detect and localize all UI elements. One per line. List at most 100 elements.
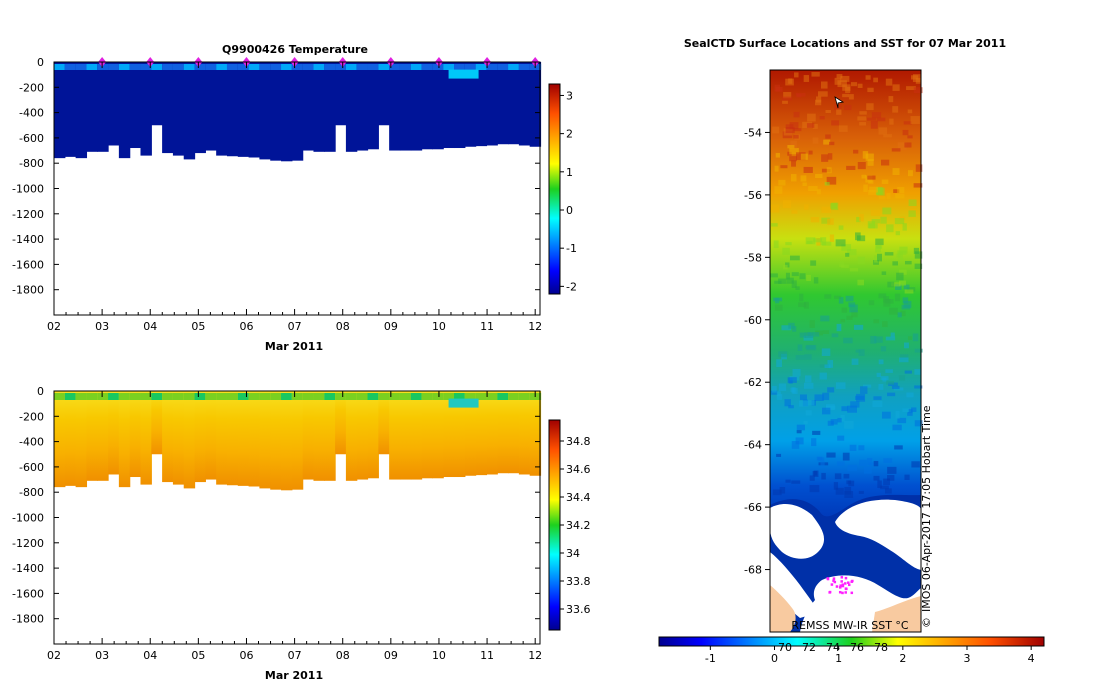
sst-pixel [907, 336, 913, 340]
sst-pixel [822, 392, 830, 401]
sst-pixel [865, 153, 874, 161]
sst-pixel [891, 282, 901, 287]
latitude-tick-label: -66 [744, 501, 762, 514]
salinity-surface-cell [194, 393, 206, 400]
salinity-surface-cell [151, 393, 163, 400]
sst-pixel [903, 284, 910, 290]
salinity-profile-cell [335, 391, 347, 455]
sst-pixel [853, 149, 859, 154]
sst-pixel [825, 134, 831, 139]
temperature-surface-cell [486, 64, 498, 70]
temperature-profile-cell [324, 62, 336, 152]
salinity-surface-cell [410, 393, 423, 400]
sst-pixel [906, 86, 916, 91]
x-tick-label: 11 [480, 320, 494, 333]
temperature-profile-cell [399, 62, 412, 151]
sst-pixel [891, 385, 900, 390]
sst-pixel [841, 406, 849, 412]
sealctd-location-dot [844, 591, 847, 594]
temperature-profile-cell [443, 62, 455, 149]
temperature-surface-cell [86, 64, 98, 70]
salinity-profile-cell [86, 391, 98, 481]
sst-pixel [872, 400, 883, 408]
sst-pixel [795, 437, 804, 445]
colorbar-tick-label: 33.6 [566, 603, 591, 616]
temperature-surface-cell [291, 64, 304, 70]
colorbar-tick-label: 34.6 [566, 463, 591, 476]
sst-pixel [870, 335, 877, 344]
salinity-x-axis: 02 03 04 05 06 07 08 09 10 11 12 [47, 391, 542, 662]
sst-pixel [799, 332, 806, 338]
temperature-section-cells [54, 62, 542, 162]
salinity-profile-cell [237, 391, 250, 486]
y-tick-label: -200 [19, 81, 44, 94]
sst-pixel [866, 457, 873, 465]
sealctd-location-dot [845, 587, 848, 591]
temperature-surface-cell [399, 64, 412, 70]
sst-pixel [797, 344, 803, 351]
y-tick-label: -1200 [12, 537, 44, 550]
temperature-profile-cell [367, 62, 379, 150]
sst-pixel [830, 419, 838, 425]
sst-pixel [827, 360, 834, 368]
sst-pixel [858, 490, 864, 494]
salinity-y-axis: 0 -200 -400 -600 -800 -1000 -1200 -1400 -1600 -18… [12, 385, 540, 626]
temperature-panel: Q9900426 Temperature 0 -200 -400 -600 -800 -1… [12, 43, 577, 353]
y-tick-label: -1400 [12, 233, 44, 246]
sst-pixel [782, 200, 791, 209]
sst-pixel [888, 307, 898, 315]
salinity-profile-cell [183, 391, 196, 489]
temperature-profile-cell [378, 62, 390, 126]
x-tick-label: 07 [288, 320, 302, 333]
sst-colorbar-tick-label: 1 [835, 652, 842, 665]
sst-pixel [858, 349, 865, 356]
sst-pixel [907, 412, 913, 416]
sst-pixel [808, 185, 818, 192]
temperature-surface-cell [194, 64, 206, 70]
sst-pixel [896, 272, 904, 281]
temperature-surface-cell [226, 64, 239, 70]
sst-pixel [791, 210, 798, 214]
salinity-surface-cell [162, 393, 174, 400]
salinity-profile-cell [216, 391, 228, 485]
sst-pixel [868, 300, 875, 306]
ice-patch-right [835, 499, 921, 570]
sealctd-location-dot [840, 576, 844, 579]
sst-pixel [776, 394, 783, 400]
sst-pixel [773, 240, 779, 249]
salinity-x-label: Mar 2011 [265, 669, 323, 682]
sst-pixel [771, 223, 778, 227]
sst-pixel [906, 287, 916, 292]
y-tick-label: 0 [37, 56, 44, 69]
salinity-profile-cell [194, 391, 206, 483]
sst-pixel [844, 491, 854, 499]
sst-pixel [811, 438, 817, 447]
sst-pixel [856, 216, 861, 223]
sst-pixel [772, 385, 777, 393]
colorbar-tick-label: 3 [566, 89, 573, 102]
sst-pixel [910, 75, 919, 80]
sst-pixel [821, 472, 826, 480]
temperature-profile-cell [281, 62, 293, 162]
sst-pixel [775, 152, 780, 158]
sst-pixel [877, 253, 882, 262]
temperature-profile-cell [108, 62, 120, 146]
temperature-profile-cell [54, 62, 66, 159]
sst-pixel [779, 487, 786, 494]
salinity-profile-cell [454, 391, 466, 478]
y-tick-label: -400 [19, 107, 44, 120]
sst-pixel [867, 87, 874, 93]
sst-pixel [785, 124, 794, 130]
sst-pixel [817, 457, 825, 462]
sst-pixel [880, 485, 889, 490]
salinity-surface-cell [475, 393, 488, 400]
sst-pixel [794, 72, 799, 78]
sst-pixel [895, 231, 901, 236]
sst-pixel [820, 315, 830, 322]
sst-pixel [842, 452, 850, 461]
imos-credit: IMOS 06-Apr-2017 17:05 Hobart Time [920, 405, 933, 612]
sst-pixel [810, 260, 817, 266]
sst-pixel [842, 93, 850, 98]
y-tick-label: -1600 [12, 258, 44, 271]
